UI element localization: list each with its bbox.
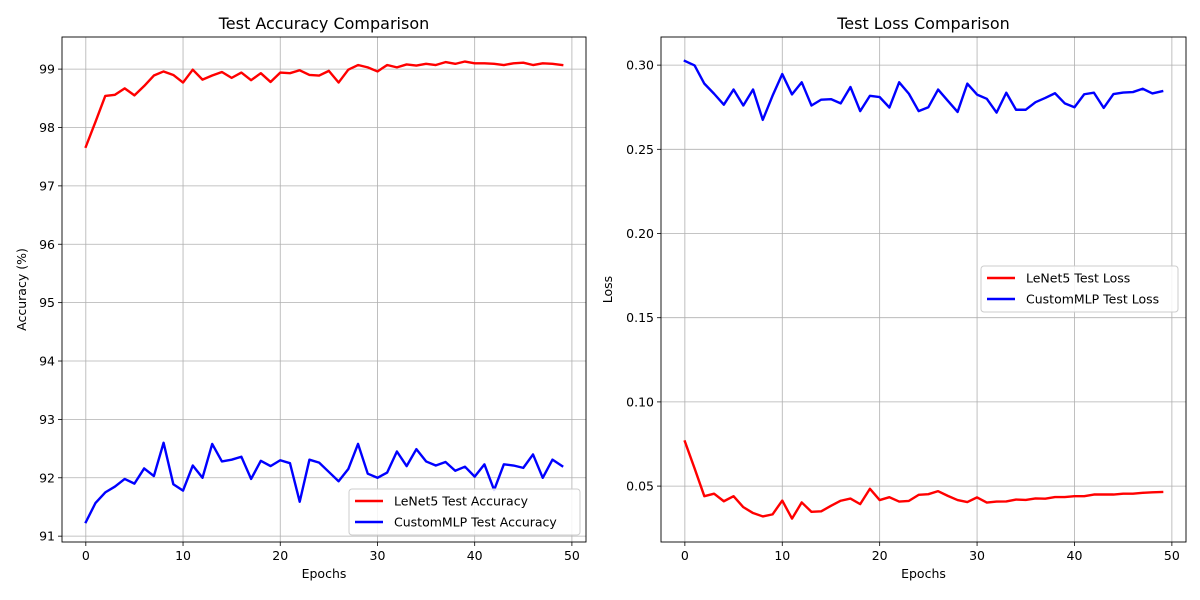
accuracy-series-line-lenet5 [84, 60, 564, 149]
y-tick-label: 0.30 [626, 58, 654, 73]
chart-title: Test Loss Comparison [836, 14, 1010, 33]
y-tick-label: 0.25 [626, 142, 654, 157]
legend-label: CustomMLP Test Loss [1026, 292, 1159, 307]
x-tick-label: 50 [564, 548, 580, 563]
y-tick-label: 0.05 [626, 479, 654, 494]
y-tick-label: 94 [39, 354, 55, 369]
y-tick-label: 91 [39, 529, 55, 544]
x-axis-label: Epochs [901, 566, 946, 581]
y-tick-label: 0.15 [626, 310, 654, 325]
legend-box [348, 488, 581, 536]
x-tick-label: 10 [774, 548, 790, 563]
legend-label: CustomMLP Test Accuracy [394, 515, 557, 530]
y-axis-label: Accuracy (%) [14, 248, 29, 331]
x-axis-label: Epochs [302, 566, 347, 581]
y-tick-label: 92 [39, 470, 55, 485]
x-tick-label: 20 [872, 548, 888, 563]
loss-series-line-lenet5 [683, 439, 1164, 520]
y-tick-label: 95 [39, 295, 55, 310]
plot-area-frame [61, 36, 587, 543]
chart-title: Test Accuracy Comparison [218, 14, 430, 33]
x-tick-label: 0 [82, 548, 90, 563]
x-tick-label: 10 [175, 548, 191, 563]
loss-chart-panel: 0 10 20 30 40 50 0.05 0.10 0.15 0.20 0.25 0.30 Test … [600, 14, 1187, 581]
y-tick-label: 99 [39, 62, 55, 77]
accuracy-chart-panel: 0 10 20 30 40 50 91 92 93 94 95 96 97 98 99 Test Accura… [14, 14, 587, 581]
y-tick-label: 96 [39, 237, 55, 252]
y-tick-label: 97 [39, 178, 55, 193]
x-tick-label: 30 [370, 548, 386, 563]
x-tick-label: 50 [1164, 548, 1180, 563]
y-tick-label: 98 [39, 120, 55, 135]
x-tick-label: 40 [467, 548, 483, 563]
y-axis-label: Loss [600, 276, 615, 303]
x-tick-label: 0 [681, 548, 689, 563]
y-tick-label: 0.20 [626, 226, 654, 241]
y-tick-label: 0.10 [626, 394, 654, 409]
x-tick-label: 20 [272, 548, 288, 563]
loss-series-line-custommlp [683, 59, 1164, 122]
accuracy-series-line-custommlp [84, 441, 564, 524]
x-tick-label: 40 [1067, 548, 1083, 563]
legend-label: LeNet5 Test Loss [1026, 271, 1130, 286]
x-tick-label: 30 [969, 548, 985, 563]
plot-area-frame [660, 36, 1187, 543]
legend-label: LeNet5 Test Accuracy [394, 494, 529, 509]
legend-box [980, 265, 1179, 313]
y-tick-label: 93 [39, 412, 55, 427]
